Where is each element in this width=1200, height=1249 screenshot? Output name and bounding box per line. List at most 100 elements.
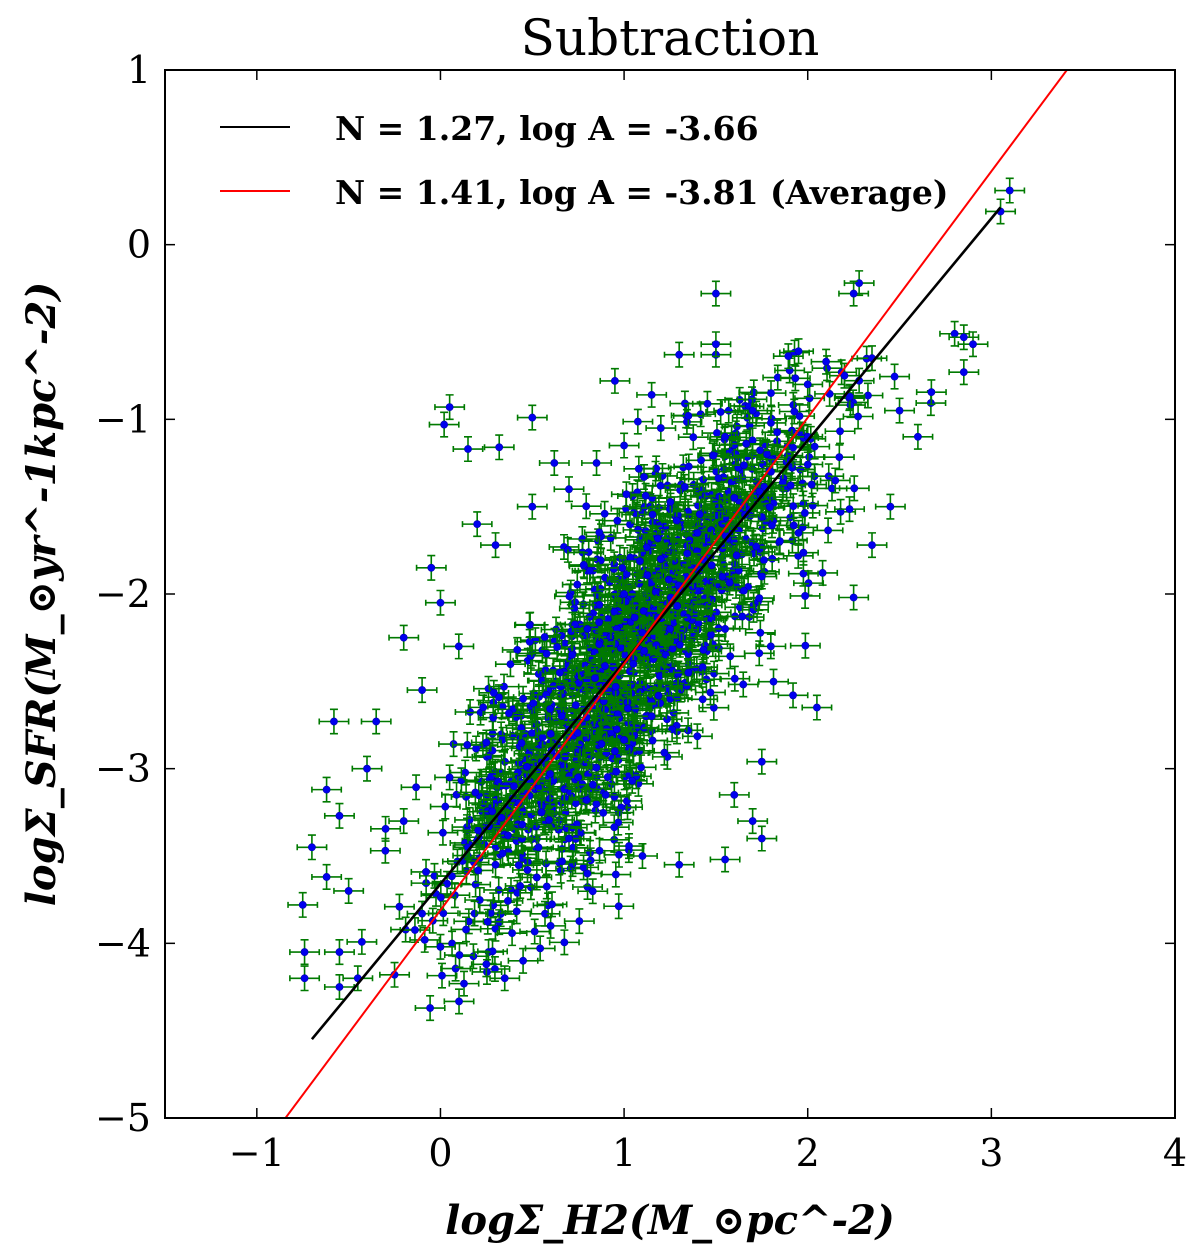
- cloud-point: [453, 908, 485, 935]
- cloud-point: [775, 472, 807, 499]
- cloud-point: [879, 363, 911, 390]
- cloud-point: [572, 761, 604, 788]
- cloud-point: [443, 988, 475, 1015]
- cloud-point: [744, 478, 776, 505]
- cloud-point: [664, 631, 696, 658]
- data-point: [323, 802, 355, 829]
- cloud-point: [657, 635, 689, 662]
- cloud-point: [504, 872, 536, 899]
- cloud-point: [772, 343, 804, 370]
- cloud-point: [448, 970, 480, 997]
- cloud-point: [501, 636, 533, 663]
- data-point: [700, 331, 732, 358]
- cloud-point: [697, 442, 729, 469]
- cloud-point: [608, 726, 640, 753]
- data-point: [535, 912, 567, 939]
- cloud-point: [661, 507, 693, 534]
- data-point: [801, 694, 833, 721]
- cloud-point: [613, 833, 645, 860]
- cloud-point: [842, 403, 874, 430]
- cloud-point: [630, 482, 662, 509]
- cloud-point: [570, 493, 602, 520]
- cloud-point: [426, 962, 458, 989]
- cloud-point: [527, 724, 559, 751]
- cloud-point: [807, 559, 839, 586]
- cloud-point: [548, 929, 580, 956]
- cloud-point: [579, 576, 611, 603]
- y-axis-label: logΣ_SFR(M_⊙yr^-1kpc^-2): [18, 282, 65, 907]
- data-point: [461, 511, 493, 538]
- cloud-point: [671, 540, 703, 567]
- cloud-point: [506, 811, 538, 838]
- cloud-point: [661, 592, 693, 619]
- cloud-point: [506, 729, 538, 757]
- cloud-point: [600, 758, 632, 785]
- cloud-point: [714, 643, 746, 670]
- cloud-point: [563, 908, 595, 935]
- cloud-point: [743, 640, 775, 667]
- cloud-point: [610, 481, 642, 508]
- y-tick-label: −4: [95, 921, 151, 965]
- cloud-point: [536, 891, 568, 918]
- data-point: [571, 615, 603, 642]
- cloud-point: [585, 730, 617, 757]
- cloud-point: [506, 845, 538, 872]
- data-point: [663, 851, 695, 878]
- data-point: [792, 371, 824, 398]
- data-point: [489, 965, 521, 992]
- data-point: [626, 842, 658, 870]
- cloud-point: [740, 533, 772, 560]
- cloud-point: [479, 955, 511, 983]
- cloud-point: [511, 753, 543, 780]
- data-point: [553, 825, 585, 852]
- data-point: [737, 397, 769, 424]
- cloud-point: [534, 760, 566, 787]
- y-tick-label: −3: [95, 747, 151, 791]
- data-point: [746, 825, 778, 852]
- cloud-point: [579, 639, 611, 666]
- cloud-point: [719, 665, 751, 692]
- cloud-point: [478, 679, 510, 706]
- cloud-point: [603, 841, 635, 868]
- data-point: [682, 519, 714, 546]
- legend: N = 1.27, log A = -3.66 N = 1.41, log A …: [220, 109, 949, 212]
- data-point: [608, 580, 640, 608]
- cloud-point: [754, 494, 786, 521]
- cloud-point: [716, 469, 748, 496]
- cloud-point: [511, 856, 543, 883]
- cloud-point: [758, 668, 789, 695]
- data-point: [884, 397, 916, 424]
- cloud-point: [616, 767, 648, 794]
- data-point: [636, 381, 668, 408]
- cloud-point: [767, 469, 799, 496]
- data-point: [957, 331, 989, 358]
- cloud-point: [611, 561, 643, 588]
- cloud-point: [598, 814, 630, 841]
- cloud-point: [779, 365, 811, 392]
- cloud-point: [568, 551, 600, 578]
- cloud-point: [756, 512, 788, 539]
- data-point: [415, 554, 447, 581]
- cloud-point: [825, 498, 857, 525]
- cloud-point: [584, 837, 616, 864]
- cloud-point: [595, 719, 627, 746]
- data-point: [783, 519, 815, 546]
- cloud-point: [447, 847, 478, 875]
- cloud-point: [546, 848, 578, 875]
- cloud-point: [462, 857, 494, 884]
- data-point: [709, 423, 741, 450]
- cloud-point: [777, 391, 809, 418]
- cloud-point: [602, 701, 634, 728]
- cloud-point: [784, 403, 816, 430]
- data-point: [318, 708, 350, 735]
- y-tick-label: −1: [95, 397, 151, 441]
- cloud-point: [523, 834, 554, 861]
- cloud-point: [548, 533, 580, 560]
- cloud-point: [449, 759, 481, 786]
- cloud-point: [611, 787, 643, 815]
- fit-line-fit: [310, 206, 1002, 1041]
- cloud-point: [748, 547, 780, 574]
- data-point: [369, 837, 401, 864]
- cloud-point: [575, 847, 607, 874]
- cloud-point: [744, 619, 776, 646]
